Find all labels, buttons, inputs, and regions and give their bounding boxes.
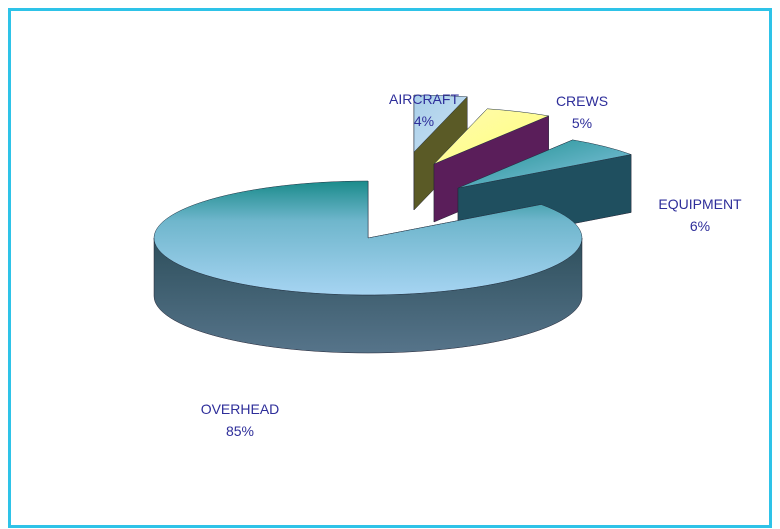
pie-slice-top xyxy=(153,180,583,296)
slice-label-overhead: OVERHEAD xyxy=(201,401,280,417)
pie-slice-top xyxy=(457,139,633,189)
slice-percent-aircraft: 4% xyxy=(414,113,434,129)
pie-slice-aircraft xyxy=(413,94,468,211)
slice-percent-equipment: 6% xyxy=(690,218,710,234)
pie-slice-top xyxy=(433,108,550,165)
pie-slice-overhead xyxy=(153,180,583,354)
pie-slice-top xyxy=(413,94,468,153)
slice-percent-overhead: 85% xyxy=(226,423,254,439)
slice-percent-crews: 5% xyxy=(572,115,592,131)
slice-label-aircraft: AIRCRAFT xyxy=(389,91,459,107)
slice-label-crews: CREWS xyxy=(556,93,608,109)
slice-label-equipment: EQUIPMENT xyxy=(658,196,742,212)
